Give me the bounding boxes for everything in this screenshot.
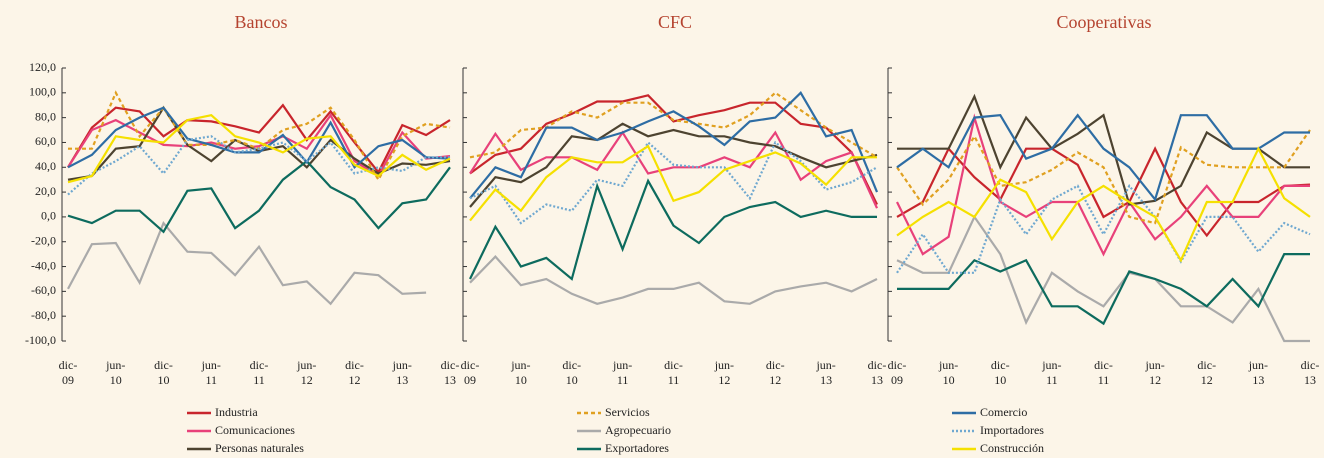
x-tick-label: jun-13 xyxy=(392,358,412,387)
x-tick-label: jun-10 xyxy=(105,358,125,387)
x-tick-label: jun-12 xyxy=(714,358,734,387)
x-tick-label: jun-10 xyxy=(510,358,530,387)
series-line xyxy=(469,144,877,222)
x-tick-label: dic-13 xyxy=(441,358,460,387)
series-line xyxy=(896,183,1311,274)
panel-title: CFC xyxy=(658,12,692,32)
series-line xyxy=(896,113,1310,202)
x-tick-label: jun-13 xyxy=(815,358,835,387)
series-line xyxy=(896,146,1311,263)
x-tick-label: dic-09 xyxy=(59,358,78,387)
series-line xyxy=(469,140,878,225)
x-tick-label: dic-12 xyxy=(345,358,364,387)
series-line xyxy=(67,135,450,196)
y-tick-label: 60,0 xyxy=(35,134,56,148)
x-tick-label: jun-10 xyxy=(938,358,958,387)
panel-title: Bancos xyxy=(235,12,288,32)
x-tick-label: jun-12 xyxy=(1144,358,1164,387)
series-line xyxy=(469,130,879,209)
series-line xyxy=(469,91,879,199)
series-line xyxy=(469,122,878,208)
series-line xyxy=(67,220,427,306)
x-tick-label: jun-12 xyxy=(296,358,316,387)
series-line xyxy=(469,94,878,205)
y-tick-label: 20,0 xyxy=(35,184,56,198)
series-line xyxy=(67,113,451,178)
series-line xyxy=(896,113,1310,257)
x-tick-label: dic-10 xyxy=(154,358,173,387)
legend-label: Comercio xyxy=(980,405,1027,419)
series-line xyxy=(896,214,1310,343)
y-tick-label: -60,0 xyxy=(31,283,56,297)
x-tick-label: jun-11 xyxy=(201,358,221,387)
y-tick-label: 80,0 xyxy=(35,109,56,123)
legend-label: Comunicaciones xyxy=(215,423,295,437)
series-line xyxy=(67,114,451,184)
x-tick-label: dic-12 xyxy=(766,358,785,387)
x-tick-label: dic-11 xyxy=(1094,358,1113,387)
x-tick-label: jun-11 xyxy=(612,358,632,387)
legend-label: Agropecuario xyxy=(605,423,671,437)
y-tick-label: -40,0 xyxy=(31,258,56,272)
legend-label: Servicios xyxy=(605,405,650,419)
series-line xyxy=(67,159,451,234)
x-tick-label: dic-11 xyxy=(250,358,269,387)
y-tick-label: 120,0 xyxy=(29,60,56,74)
y-tick-label: -20,0 xyxy=(31,233,56,247)
series-line xyxy=(896,129,1311,225)
y-tick-label: 0,0 xyxy=(41,209,56,223)
x-tick-label: jun-11 xyxy=(1041,358,1061,387)
x-tick-label: dic-11 xyxy=(664,358,683,387)
y-tick-label: 100,0 xyxy=(29,85,56,99)
y-tick-label: -80,0 xyxy=(31,308,56,322)
x-tick-label: dic-13 xyxy=(1301,358,1320,387)
series-line xyxy=(67,103,451,175)
series-line xyxy=(897,253,1310,326)
x-tick-label: dic-09 xyxy=(888,358,907,387)
series-line xyxy=(469,178,877,281)
x-tick-label: dic-12 xyxy=(1197,358,1216,387)
y-tick-label: -100,0 xyxy=(25,333,56,347)
legend-label: Industria xyxy=(215,405,258,419)
x-tick-label: dic-10 xyxy=(991,358,1010,387)
x-tick-label: dic-13 xyxy=(868,358,887,387)
legend-label: Importadores xyxy=(980,423,1044,437)
series-line xyxy=(896,146,1311,238)
panel-title: Cooperativas xyxy=(1057,12,1152,32)
legend-label: Personas naturales xyxy=(215,441,304,455)
series-line xyxy=(469,254,878,305)
x-tick-label: jun-13 xyxy=(1248,358,1268,387)
legend-label: Construcción xyxy=(980,441,1044,455)
series-line xyxy=(67,106,451,170)
x-tick-label: dic-10 xyxy=(562,358,581,387)
y-tick-label: 40,0 xyxy=(35,159,56,173)
series-line xyxy=(469,91,878,159)
x-tick-label: dic-09 xyxy=(461,358,480,387)
legend-label: Exportadores xyxy=(605,441,669,455)
